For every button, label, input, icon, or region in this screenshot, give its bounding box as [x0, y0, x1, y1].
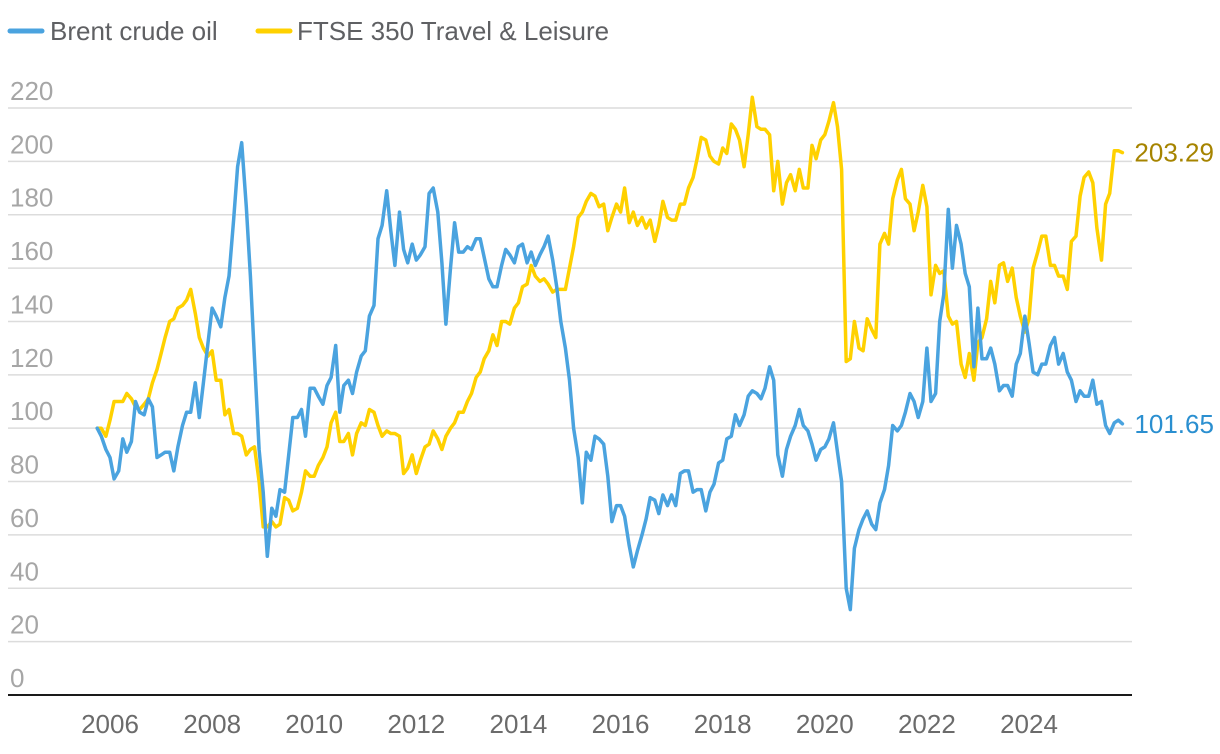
x-tick-label-2014: 2014 — [490, 709, 548, 739]
x-axis-ticks: 2006 2008 2010 2012 2014 2016 2018 2020 2022 2024 — [81, 709, 1058, 739]
x-tick-label-2006: 2006 — [81, 709, 139, 739]
y-tick-label-140: 140 — [10, 289, 53, 319]
y-tick-label-20: 20 — [10, 610, 39, 640]
y-tick-label-120: 120 — [10, 343, 53, 373]
x-tick-label-2018: 2018 — [694, 709, 752, 739]
x-tick-label-2022: 2022 — [898, 709, 956, 739]
series-lines — [95, 95, 1125, 612]
series-line-ftse — [95, 95, 1125, 529]
y-axis-ticks: 0 20 40 60 80 100 120 140 160 180 200 220 — [10, 76, 53, 693]
series-line-brent — [95, 140, 1125, 612]
y-tick-label-0: 0 — [10, 663, 24, 693]
y-tick-label-180: 180 — [10, 183, 53, 213]
x-tick-label-2010: 2010 — [285, 709, 343, 739]
legend-label-ftse: FTSE 350 Travel & Leisure — [297, 16, 609, 46]
y-tick-label-40: 40 — [10, 556, 39, 586]
y-tick-label-220: 220 — [10, 76, 53, 106]
legend-label-brent: Brent crude oil — [50, 16, 218, 46]
x-tick-label-2020: 2020 — [796, 709, 854, 739]
legend: Brent crude oil FTSE 350 Travel & Leisur… — [7, 16, 609, 46]
x-tick-label-2008: 2008 — [183, 709, 241, 739]
end-labels: 203.29 101.65 — [1134, 138, 1214, 439]
y-tick-label-60: 60 — [10, 503, 39, 533]
x-tick-label-2024: 2024 — [1000, 709, 1058, 739]
y-tick-label-100: 100 — [10, 396, 53, 426]
x-tick-label-2012: 2012 — [387, 709, 445, 739]
x-tick-label-2016: 2016 — [592, 709, 650, 739]
y-tick-label-160: 160 — [10, 236, 53, 266]
end-label-ftse: 203.29 — [1134, 138, 1214, 168]
y-tick-label-200: 200 — [10, 129, 53, 159]
end-label-brent: 101.65 — [1134, 409, 1214, 439]
y-tick-label-80: 80 — [10, 450, 39, 480]
